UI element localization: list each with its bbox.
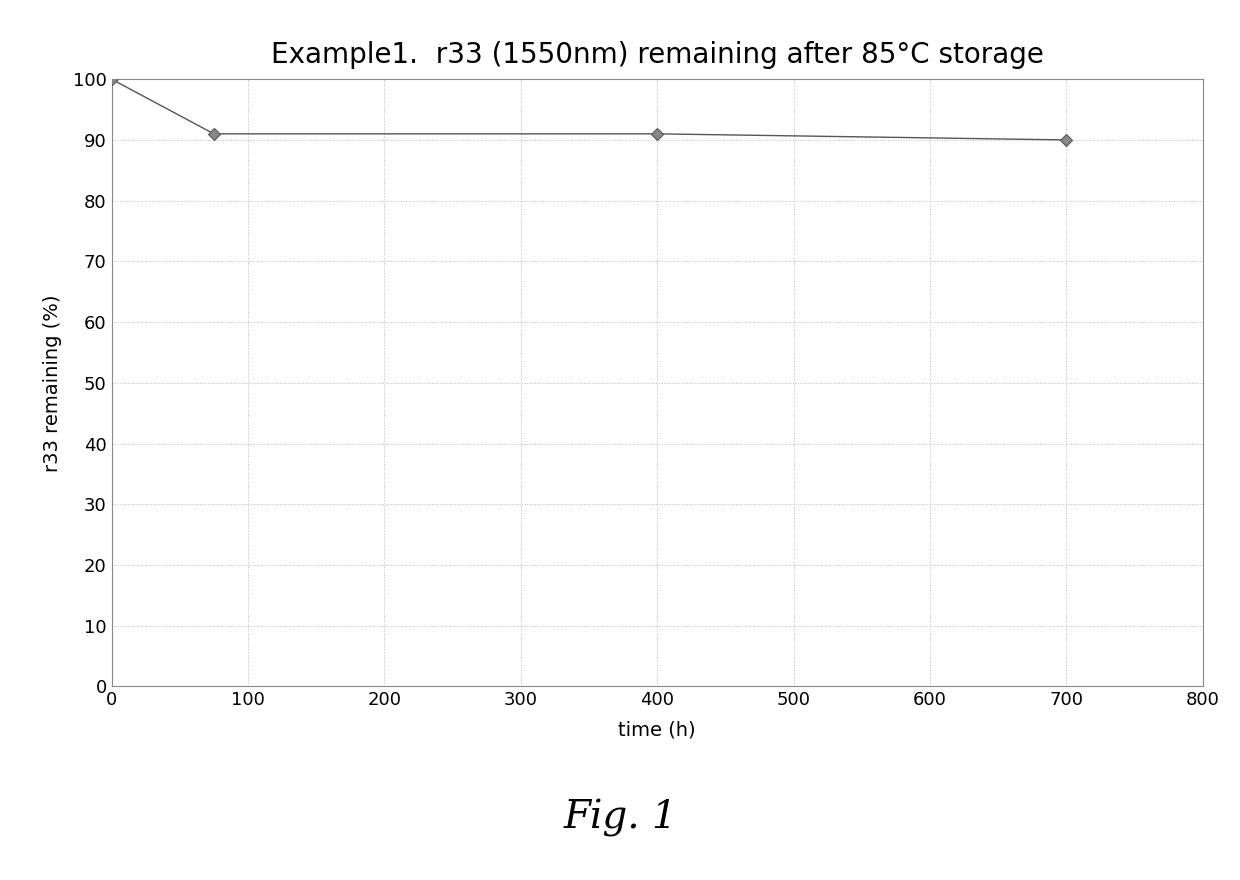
X-axis label: time (h): time (h) — [619, 721, 696, 739]
Text: Fig. 1: Fig. 1 — [563, 799, 677, 838]
Title: Example1.  r33 (1550nm) remaining after 85°C storage: Example1. r33 (1550nm) remaining after 8… — [270, 40, 1044, 69]
Y-axis label: r33 remaining (%): r33 remaining (%) — [42, 294, 62, 472]
